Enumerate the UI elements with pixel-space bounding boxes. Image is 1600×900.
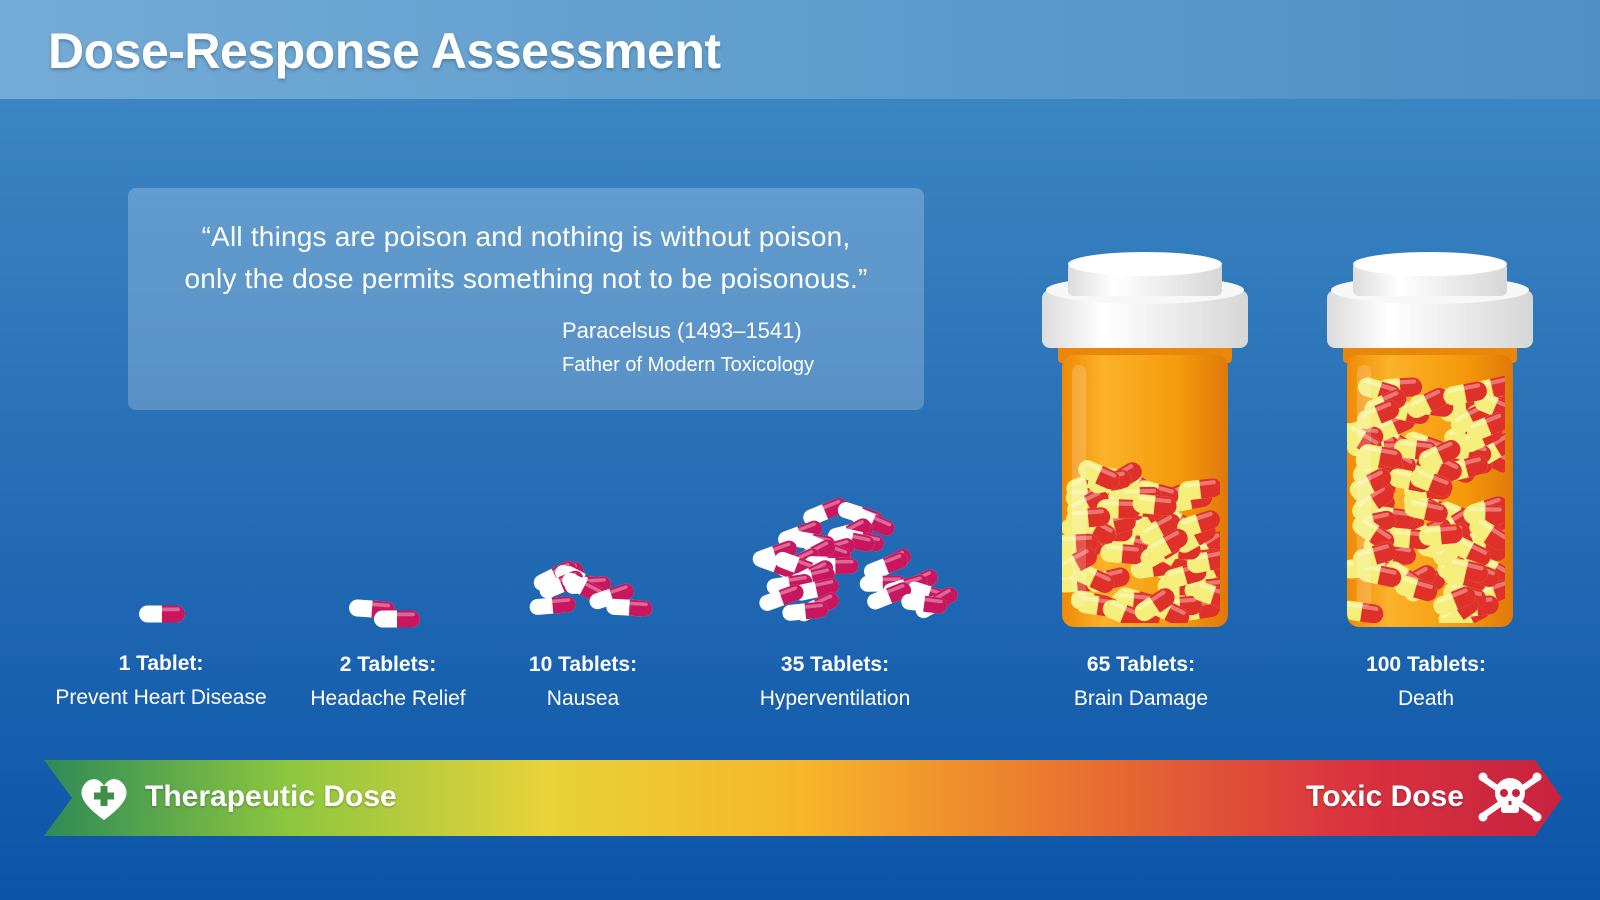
- tablet: [1349, 468, 1392, 499]
- tablet: [901, 593, 948, 614]
- dose-scale-arrow: [44, 760, 1562, 836]
- dose-label-1: 1 Tablet: Prevent Heart Disease: [41, 652, 281, 710]
- tablet: [1418, 524, 1463, 546]
- title-bar: Dose-Response Assessment: [0, 0, 1600, 99]
- quote-author-role: Father of Modern Toxicology: [562, 354, 814, 376]
- dose-amount: 10 Tablets:: [528, 653, 638, 676]
- tablet: [1146, 528, 1188, 560]
- dose-amount: 100 Tablets:: [1366, 653, 1486, 676]
- bottle-65-tablets: [1042, 252, 1248, 627]
- tablet: [1469, 517, 1505, 551]
- dose-amount: 2 Tablets:: [339, 653, 437, 676]
- tablet: [1062, 533, 1099, 554]
- quote-box: “All things are poison and nothing is wi…: [128, 188, 924, 410]
- tablet: [759, 584, 804, 611]
- quote-line-1: “All things are poison and nothing is wi…: [201, 221, 851, 252]
- quote-author: Paracelsus (1493–1541): [562, 318, 802, 343]
- tablet: [1410, 468, 1453, 497]
- pile-1-tablet: [139, 605, 185, 623]
- quote-line-2: only the dose permits something not to b…: [184, 263, 868, 294]
- tablet: [1404, 498, 1448, 523]
- therapeutic-dose-label: Therapeutic Dose: [145, 780, 397, 813]
- tablet: [349, 599, 395, 619]
- dose-amount: 65 Tablets:: [1086, 653, 1196, 676]
- dose-amount: 1 Tablet:: [118, 652, 204, 675]
- tablet: [529, 596, 576, 615]
- tablet: [1357, 562, 1402, 588]
- bottle-100-tablets: [1327, 252, 1533, 627]
- dose-amount: 35 Tablets:: [780, 653, 890, 676]
- dose-effect: Prevent Heart Disease: [55, 686, 267, 709]
- tablet: [1066, 507, 1111, 529]
- tablet: [606, 598, 653, 617]
- tablet: [782, 601, 829, 621]
- tablet: [1100, 543, 1145, 565]
- pile-2-tablets: [349, 599, 420, 628]
- tablet: [1418, 440, 1461, 470]
- tablet: [1394, 575, 1438, 602]
- pile-35-tablets: [752, 497, 958, 622]
- dose-effect: Death: [1397, 687, 1455, 710]
- tablet: [1191, 582, 1220, 609]
- tablet: [1353, 484, 1394, 518]
- tablet: [374, 610, 420, 628]
- tablet: [1406, 387, 1449, 418]
- tablet: [1352, 542, 1397, 569]
- dose-label-2: 2 Tablets: Headache Relief: [268, 653, 508, 711]
- tablet: [1062, 547, 1098, 579]
- tablet: [139, 605, 185, 623]
- dose-effect: Hyperventilation: [759, 687, 911, 710]
- tablet: [1177, 510, 1220, 537]
- dose-label-3: 10 Tablets: Nausea: [463, 653, 703, 711]
- tablet: [1449, 536, 1491, 567]
- tablet: [1132, 494, 1177, 516]
- tablet: [1357, 400, 1400, 429]
- tablet: [1358, 444, 1403, 468]
- tablet: [589, 583, 634, 610]
- tablet: [863, 552, 908, 580]
- dose-effect: Brain Damage: [1073, 687, 1209, 710]
- tablet: [1444, 557, 1489, 583]
- tablet: [1466, 412, 1505, 441]
- pile-10-tablets: [529, 561, 653, 617]
- dose-label-4: 35 Tablets: Hyperventilation: [715, 653, 955, 711]
- dose-label-6: 100 Tablets: Death: [1306, 653, 1546, 711]
- dose-label-5: 65 Tablets: Brain Damage: [1021, 653, 1261, 711]
- tablet: [1078, 460, 1120, 490]
- page-title: Dose-Response Assessment: [48, 23, 721, 79]
- tablet: [850, 507, 895, 536]
- tablet: [1347, 600, 1384, 623]
- tablet: [1433, 586, 1476, 616]
- dose-effect: Nausea: [546, 687, 620, 710]
- skull-crossbones-icon: [1478, 772, 1542, 822]
- tablet: [1072, 563, 1115, 593]
- heart-plus-icon: [81, 779, 127, 820]
- tablet: [1443, 381, 1487, 406]
- toxic-dose-label: Toxic Dose: [1306, 780, 1464, 813]
- tablet: [1134, 588, 1175, 622]
- tablet: [1178, 478, 1220, 501]
- dose-effect: Headache Relief: [310, 687, 466, 710]
